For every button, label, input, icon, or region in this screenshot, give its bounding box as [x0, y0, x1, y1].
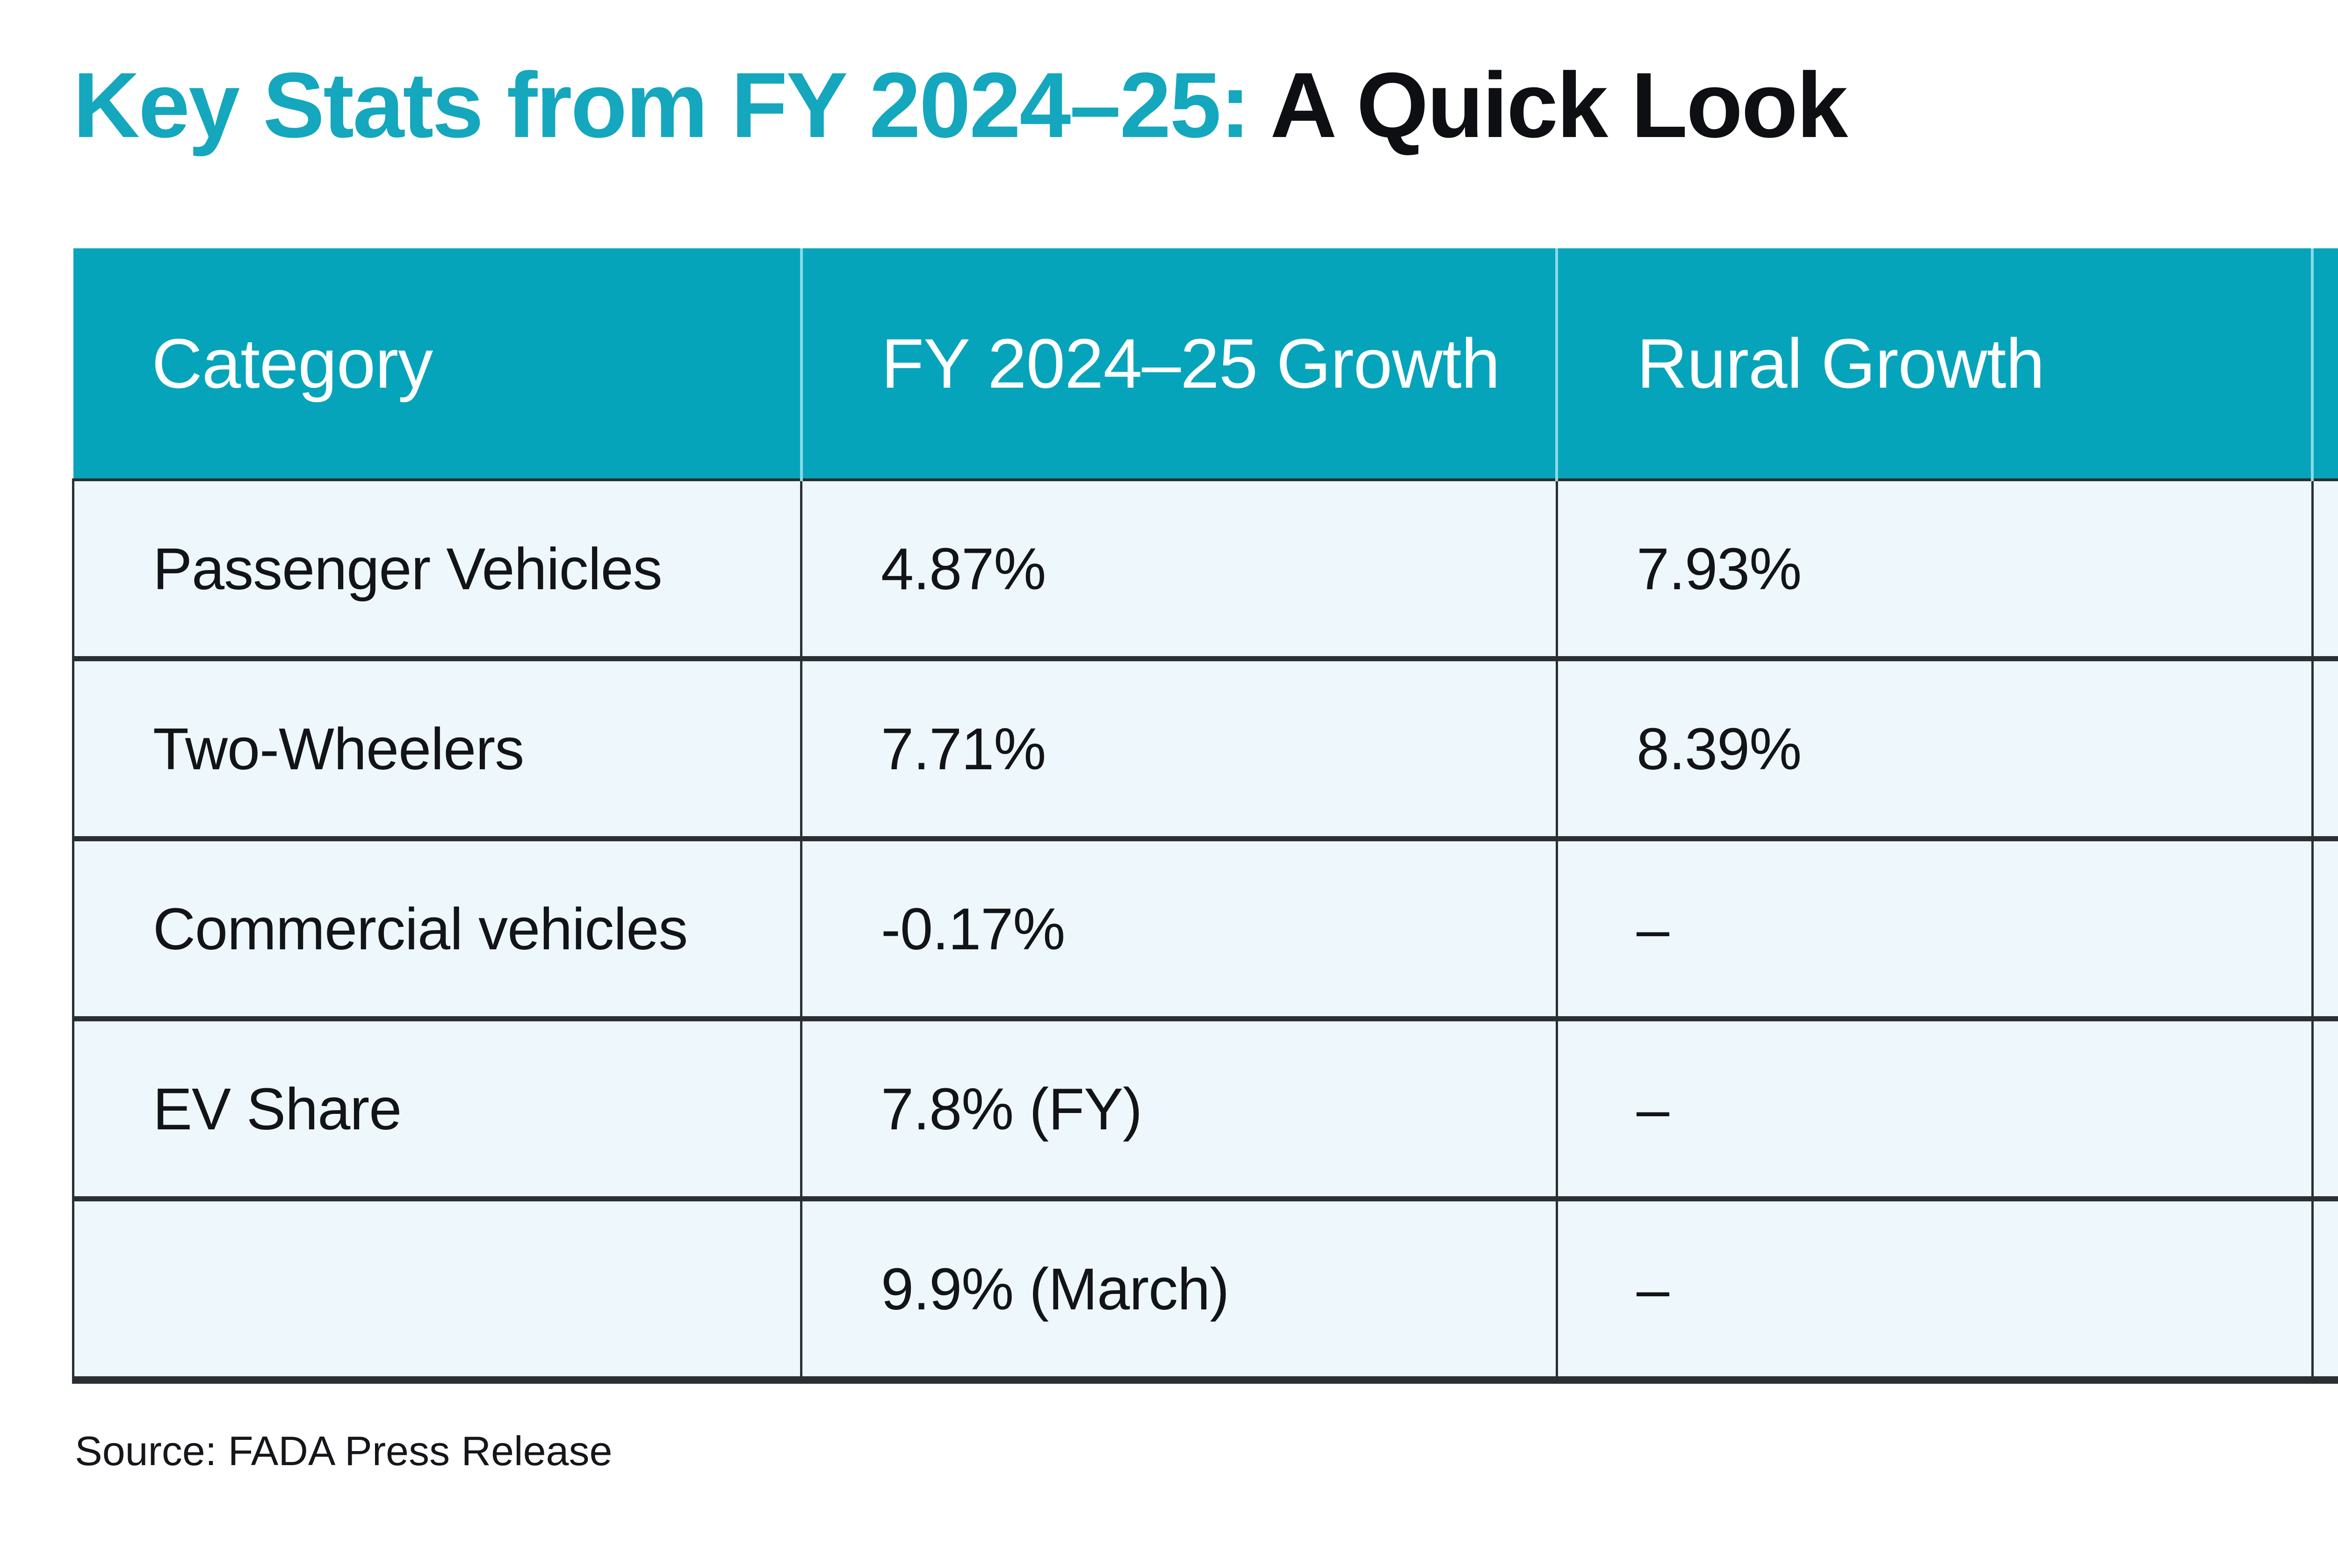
table-row-two-wheelers: Two-Wheelers 7.71% 8.39% 6.77% — [72, 656, 2338, 839]
cell-fy-growth: 7.8% (FY) — [800, 1016, 1558, 1199]
cell-rural-growth: – — [1555, 836, 2314, 1019]
cell-fy-growth: 4.87% — [800, 478, 1558, 659]
cell-urban-growth: – — [2311, 1196, 2338, 1384]
cell-urban-growth: – — [2311, 836, 2338, 1019]
table-header: Category FY 2024–25 Growth Rural Growth … — [73, 248, 2338, 480]
cell-category: Commercial vehicles — [72, 836, 803, 1019]
header-cell-rural-growth: Rural Growth — [1555, 248, 2313, 480]
table-row-passenger-vehicles: Passenger Vehicles 4.87% 7.93% 3.07% — [72, 478, 2338, 659]
table-row-ev-share-march: 9.9% (March) – – — [72, 1196, 2338, 1384]
cell-fy-growth: 9.9% (March) — [800, 1196, 1558, 1384]
cell-category: Passenger Vehicles — [72, 478, 803, 659]
cell-category: EV Share — [72, 1016, 803, 1199]
table-row-commercial-vehicles: Commercial vehicles -0.17% – – — [72, 836, 2338, 1019]
key-stats-table: Category FY 2024–25 Growth Rural Growth … — [72, 248, 2338, 1384]
cell-urban-growth: 3.07% — [2311, 478, 2338, 659]
header-row: Category FY 2024–25 Growth Rural Growth … — [73, 248, 2338, 480]
cell-category — [72, 1196, 803, 1384]
cell-rural-growth: – — [1555, 1196, 2314, 1384]
page-title: Key Stats from FY 2024–25: A Quick Look — [73, 53, 1848, 157]
header-cell-fy-growth: FY 2024–25 Growth — [800, 248, 1557, 480]
cell-rural-growth: – — [1555, 1016, 2314, 1199]
cell-fy-growth: -0.17% — [800, 836, 1558, 1019]
page-title-highlight: Key Stats from FY 2024–25: — [73, 53, 1251, 157]
cell-urban-growth: 6.77% — [2311, 656, 2338, 839]
table-row-ev-share: EV Share 7.8% (FY) – – — [72, 1016, 2338, 1199]
cell-urban-growth: – — [2311, 1016, 2338, 1199]
cell-category: Two-Wheelers — [72, 656, 803, 839]
header-cell-category: Category — [73, 248, 801, 480]
cell-rural-growth: 7.93% — [1555, 478, 2314, 659]
table-body: Passenger Vehicles 4.87% 7.93% 3.07% Two… — [72, 478, 2338, 1384]
cell-fy-growth: 7.71% — [800, 656, 1558, 839]
source-note: Source: FADA Press Release — [75, 1428, 613, 1474]
page-title-rest: A Quick Look — [1249, 53, 1848, 157]
header-cell-urban-growth: Urban Growth — [2311, 248, 2338, 480]
cell-rural-growth: 8.39% — [1555, 656, 2314, 839]
